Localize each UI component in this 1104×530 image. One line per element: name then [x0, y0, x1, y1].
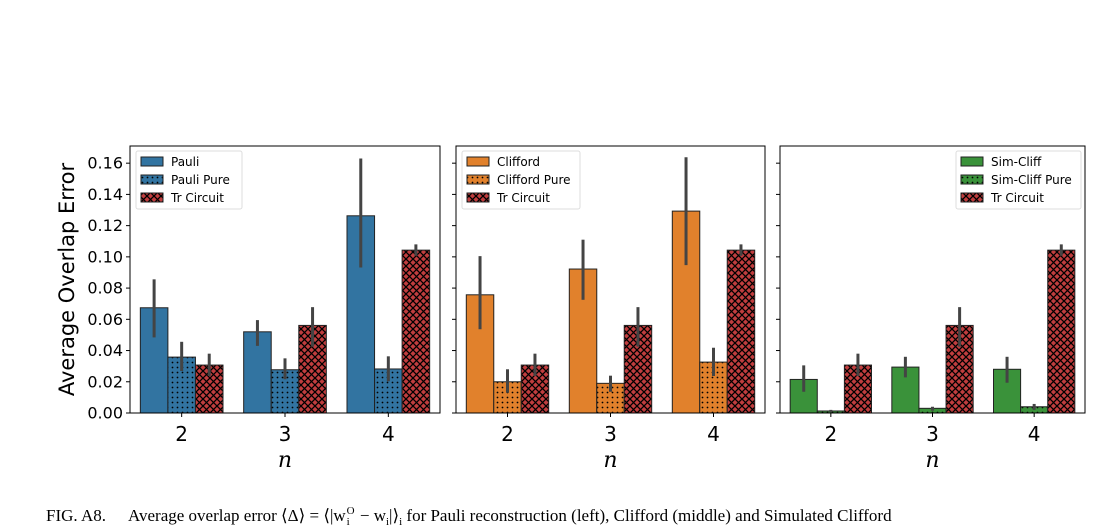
x-tick-label: 2 [175, 422, 188, 446]
x-tick-label: 2 [501, 422, 514, 446]
y-tick-label: 0.00 [87, 404, 123, 423]
y-tick-label: 0.06 [87, 310, 123, 329]
x-axis-label: n [925, 448, 939, 473]
x-tick-label: 4 [1028, 422, 1041, 446]
caption-sub: i [346, 516, 350, 529]
x-tick-label: 3 [926, 422, 939, 446]
legend-swatch [466, 174, 490, 185]
x-axis-label: n [603, 448, 617, 473]
bar-tr-circuit-n3 [298, 324, 327, 414]
legend-label: Clifford [497, 155, 540, 169]
legend-swatch [140, 156, 164, 167]
bar-tr-circuit-n4 [1047, 249, 1076, 414]
y-tick-label: 0.14 [87, 185, 123, 204]
legend-swatch [960, 174, 984, 185]
y-tick-label: 0.02 [87, 372, 123, 391]
caption-sub: i [385, 516, 390, 528]
caption-text: for Pauli reconstruction (left), Cliffor… [402, 506, 892, 525]
x-tick-label: 4 [707, 422, 720, 446]
legend: Pauli Pauli Pure Tr Circuit [135, 150, 243, 210]
legend: Clifford Clifford Pure Tr Circuit [461, 150, 581, 210]
legend-label: Tr Circuit [170, 191, 224, 205]
caption-sup: O [346, 505, 355, 518]
panel-right: 2 3 4 n Sim-Cliff Sim-Cliff Pure Tr Circuit [776, 145, 1086, 473]
x-tick-label: 3 [279, 422, 292, 446]
legend-label: Sim-Cliff Pure [991, 173, 1072, 187]
y-tick-label: 0.16 [87, 154, 123, 173]
x-axis-label: n [278, 448, 292, 473]
legend-swatch [466, 192, 490, 203]
x-tick-label: 2 [824, 422, 837, 446]
legend: Sim-Cliff Sim-Cliff Pure Tr Circuit [955, 150, 1082, 210]
panel-left: 0.00 0.02 0.04 0.06 0.08 0.10 0.12 0.14 0.16 2 3 4 n… [55, 145, 441, 473]
bar-tr-circuit-n4 [726, 249, 756, 414]
legend-label: Sim-Cliff [991, 155, 1042, 169]
bar-tr-circuit-n4 [401, 249, 431, 414]
legend-swatch [466, 156, 490, 167]
caption-sub: i [399, 516, 403, 528]
caption-text: |⟩ [389, 506, 400, 525]
y-tick-label: 0.08 [87, 279, 123, 298]
legend-swatch [960, 156, 984, 167]
legend-label: Tr Circuit [990, 191, 1044, 205]
legend-label: Pauli Pure [171, 173, 230, 187]
x-tick-label: 4 [382, 422, 395, 446]
legend-label: Pauli [171, 155, 199, 169]
legend-swatch [140, 174, 164, 185]
y-tick-label: 0.04 [87, 341, 123, 360]
caption-label: FIG. A8. [46, 506, 106, 525]
caption-text: Average overlap error ⟨Δ⟩ = ⟨|w [127, 506, 346, 525]
y-axis-label: Average Overlap Error [55, 162, 79, 396]
legend-swatch [960, 192, 984, 203]
caption-text: − w [355, 506, 386, 525]
legend-frame [461, 150, 581, 210]
legend-swatch [140, 192, 164, 203]
y-tick-label: 0.10 [87, 247, 123, 266]
legend-label: Tr Circuit [496, 191, 550, 205]
legend-frame [955, 150, 1082, 210]
legend-label: Clifford Pure [497, 173, 571, 187]
figure-caption: FIG. A8. Average overlap error ⟨Δ⟩ = ⟨|w O… [46, 506, 892, 528]
x-tick-label: 3 [604, 422, 617, 446]
panel-middle: 2 3 4 n Clifford Clifford Pure Tr Circuit [452, 145, 766, 473]
y-tick-label: 0.12 [87, 216, 123, 235]
